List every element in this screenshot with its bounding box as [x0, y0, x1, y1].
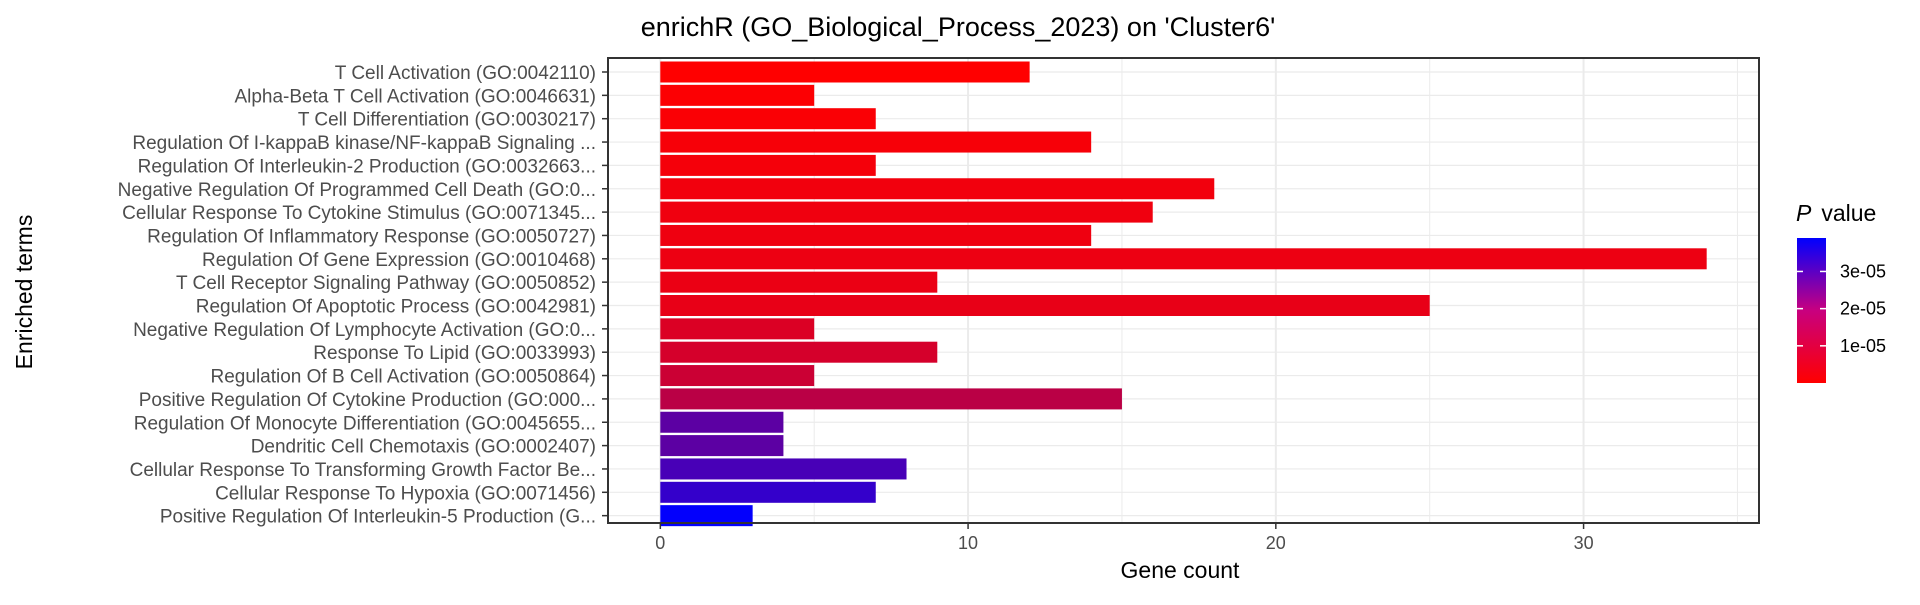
- x-axis-ticks: 0 10 20 30: [655, 523, 1594, 553]
- legend-tick-label: 1e-05: [1840, 336, 1886, 356]
- y-tick-label: Regulation Of Inflammatory Response (GO:…: [147, 226, 596, 247]
- panel-border: [607, 57, 1760, 524]
- bar: [660, 295, 1430, 316]
- x-axis-title: Gene count: [1121, 557, 1241, 583]
- bar: [660, 84, 815, 106]
- y-tick-label: T Cell Activation (GO:0042110): [335, 63, 596, 84]
- x-tick-label: 30: [1574, 533, 1594, 553]
- bar: [660, 224, 1092, 246]
- bar: [660, 458, 907, 480]
- legend-tick-label: 2e-05: [1840, 299, 1886, 319]
- y-tick-label: Positive Regulation Of Interleukin-5 Pro…: [160, 507, 596, 528]
- y-axis-ticks: T Cell Activation (GO:0042110)Alpha-Beta…: [118, 63, 608, 528]
- y-tick-label: Regulation Of I-kappaB kinase/NF-kappaB …: [132, 133, 596, 154]
- x-tick-label: 0: [655, 533, 665, 553]
- y-tick-label: Regulation Of Monocyte Differentiation (…: [134, 413, 596, 434]
- legend-colorbar: [1797, 238, 1826, 383]
- x-tick-label: 10: [958, 533, 978, 553]
- y-tick-label: Cellular Response To Cytokine Stimulus (…: [122, 203, 596, 224]
- bar: [660, 61, 1030, 83]
- y-axis-title: Enriched terms: [11, 215, 37, 370]
- y-tick-label: Cellular Response To Hypoxia (GO:0071456…: [215, 483, 596, 504]
- bar: [660, 201, 1153, 223]
- y-tick-label: T Cell Receptor Signaling Pathway (GO:00…: [176, 273, 596, 294]
- bar: [660, 271, 938, 293]
- y-tick-label: Negative Regulation Of Lymphocyte Activa…: [133, 320, 596, 341]
- y-tick-label: Positive Regulation Of Cytokine Producti…: [139, 390, 596, 411]
- y-tick-label: Negative Regulation Of Programmed Cell D…: [118, 180, 596, 201]
- bar: [660, 505, 753, 527]
- legend-title-italic: P: [1796, 200, 1812, 226]
- bar: [660, 178, 1215, 200]
- y-tick-label: Cellular Response To Transforming Growth…: [130, 460, 596, 481]
- legend-tick-label: 3e-05: [1840, 261, 1886, 281]
- y-tick-label: Regulation Of Apoptotic Process (GO:0042…: [196, 297, 596, 318]
- bar: [660, 108, 876, 130]
- bar: [660, 435, 784, 457]
- legend-title-rest: value: [1821, 200, 1876, 226]
- y-tick-label: Regulation Of Gene Expression (GO:001046…: [202, 250, 596, 271]
- bar: [660, 248, 1707, 270]
- bar: [660, 131, 1092, 153]
- bar: [660, 154, 876, 176]
- y-tick-label: Regulation Of Interleukin-2 Production (…: [138, 156, 596, 177]
- y-tick-label: Regulation Of B Cell Activation (GO:0050…: [211, 367, 596, 388]
- x-tick-label: 20: [1266, 533, 1286, 553]
- legend-ticks: 1e-05 2e-05 3e-05: [1797, 261, 1886, 356]
- y-tick-label: Alpha-Beta T Cell Activation (GO:0046631…: [234, 86, 596, 107]
- y-tick-label: Dendritic Cell Chemotaxis (GO:0002407): [251, 437, 596, 458]
- y-tick-label: T Cell Differentiation (GO:0030217): [298, 110, 596, 131]
- bar: [660, 365, 815, 387]
- bars: [660, 61, 1707, 527]
- bar: [660, 318, 815, 340]
- bar: [660, 411, 784, 433]
- bar: [660, 388, 1122, 410]
- bar: [660, 341, 938, 363]
- y-tick-label: Response To Lipid (GO:0033993): [313, 343, 596, 364]
- chart-title: enrichR (GO_Biological_Process_2023) on …: [641, 12, 1276, 42]
- bar: [660, 481, 876, 503]
